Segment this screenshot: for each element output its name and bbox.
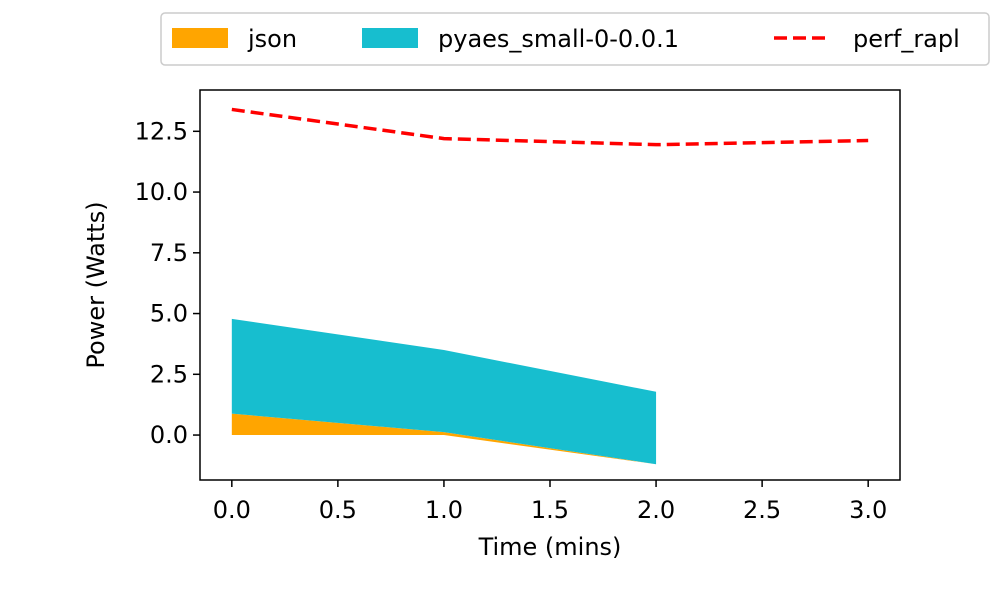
x-tick-label: 0.0 — [213, 496, 251, 524]
plot-area — [231, 107, 869, 465]
legend-label-json: json — [247, 25, 297, 53]
x-tick-label: 1.5 — [531, 496, 569, 524]
y-axis-label: Power (Watts) — [82, 201, 110, 368]
x-tick-label: 2.0 — [637, 496, 675, 524]
x-tick-label: 1.0 — [425, 496, 463, 524]
legend-frame — [160, 12, 990, 66]
y-tick-label: 7.5 — [150, 239, 188, 267]
x-tick-label: 0.5 — [319, 496, 357, 524]
x-axis-ticks: 0.0 0.5 1.0 1.5 2.0 2.5 3.0 — [213, 480, 887, 524]
y-tick-label: 5.0 — [150, 300, 188, 328]
legend-swatch-pyaes — [362, 28, 418, 48]
area-series-pyaes-small-0-0-0-1 — [231, 318, 657, 465]
y-axis-ticks: 0.0 2.5 5.0 7.5 10.0 12.5 — [135, 117, 200, 449]
legend: json pyaes_small-0-0.0.1 perf_rapl — [160, 12, 990, 66]
legend-label-pyaes: pyaes_small-0-0.0.1 — [438, 25, 679, 53]
legend-label-perf-rapl: perf_rapl — [853, 25, 960, 53]
line-series-perf-rapl — [231, 107, 869, 147]
x-tick-label: 3.0 — [849, 496, 887, 524]
y-tick-label: 12.5 — [135, 117, 188, 145]
x-axis-label: Time (mins) — [478, 533, 622, 561]
y-tick-label: 0.0 — [150, 421, 188, 449]
y-tick-label: 2.5 — [150, 360, 188, 388]
y-tick-label: 10.0 — [135, 178, 188, 206]
x-tick-label: 2.5 — [743, 496, 781, 524]
area-series-json — [231, 413, 657, 465]
legend-swatch-json — [172, 28, 228, 48]
